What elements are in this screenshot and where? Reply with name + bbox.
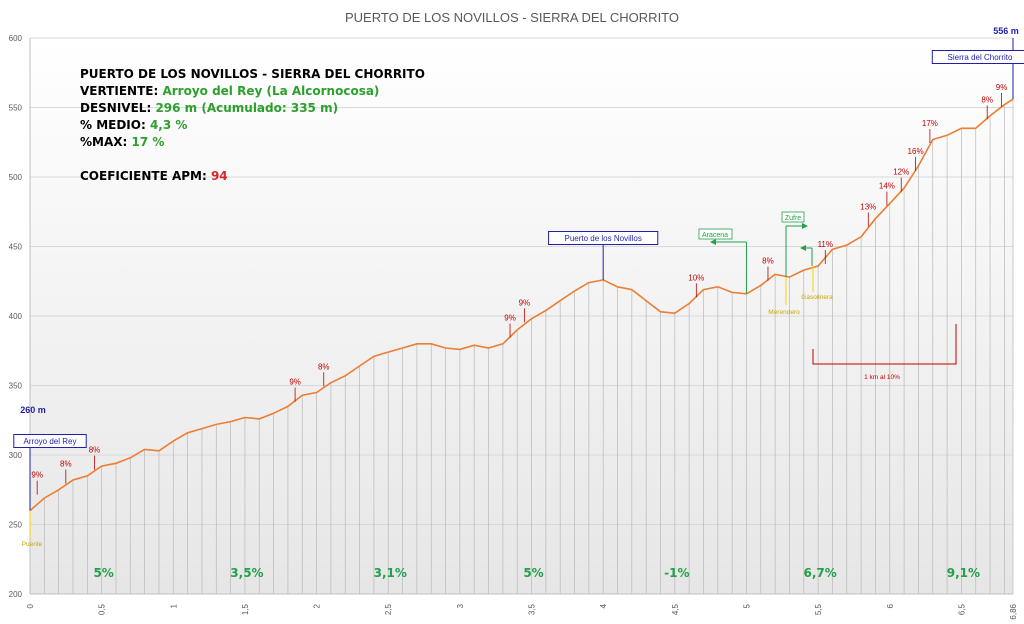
profile-layer: [29, 98, 1014, 512]
x-tick-label: 5,5: [814, 603, 823, 615]
aracena-arrowhead: [710, 239, 716, 245]
segment-grade: -1%: [664, 566, 689, 580]
y-tick-label: 500: [9, 173, 23, 182]
grade-label: 8%: [89, 446, 101, 455]
km-note: 1 km al 10%: [864, 374, 900, 381]
end-name: Sierra del Chorrito: [948, 53, 1013, 62]
grade-label: 8%: [318, 362, 330, 371]
segment-grades: 5% 3,5% 3,1% 5% -1% 6,7% 9,1%: [93, 566, 980, 580]
grade-label: 13%: [860, 202, 876, 211]
segment-grade: 5%: [523, 566, 543, 580]
info-box: PUERTO DE LOS NOVILLOS - SIERRA DEL CHOR…: [80, 66, 425, 185]
zufre-arrowhead: [802, 223, 808, 229]
y-tick-label: 450: [9, 243, 23, 252]
max-label: %MAX:: [80, 135, 128, 149]
grade-label: 8%: [762, 257, 774, 266]
x-tick-label: 2: [313, 603, 322, 608]
x-tick-label: 1: [169, 603, 178, 608]
axes: 200 250 300 350 400 450 500 550 600 0 0,5 1 1,5 2 2,5 3…: [9, 34, 1018, 620]
y-tick-label: 300: [9, 451, 23, 460]
x-tick-label: 0,5: [98, 603, 107, 615]
grade-label: 9%: [504, 314, 516, 323]
y-tick-label: 400: [9, 312, 23, 321]
start-name-box: [13, 434, 87, 448]
chart-title: PUERTO DE LOS NOVILLOS - SIERRA DEL CHOR…: [345, 10, 679, 25]
zufre-label: Zufre: [785, 215, 801, 222]
end-altitude: 556 m: [993, 26, 1019, 36]
x-tick-label: 3: [456, 603, 465, 608]
desnivel-value: 296 m (Acumulado: 335 m): [155, 101, 339, 115]
end-name-box: [931, 50, 1024, 64]
start-altitude: 260 m: [20, 405, 46, 415]
merendero-label: Merendero: [768, 309, 800, 316]
apm-value: 94: [210, 169, 228, 183]
puente-label: Puente: [22, 541, 43, 548]
grade-label: 12%: [893, 168, 909, 177]
km-bracket: [812, 324, 957, 365]
x-tick-label: 4,5: [671, 603, 680, 615]
y-tick-label: 550: [9, 104, 23, 113]
medio-value: 4,3 %: [149, 118, 188, 132]
grade-label: 9%: [289, 378, 301, 387]
info-title: PUERTO DE LOS NOVILLOS - SIERRA DEL CHOR…: [80, 67, 425, 81]
grade-label: 16%: [908, 147, 924, 156]
segment-grade: 9,1%: [947, 566, 980, 580]
segment-grade: 3,5%: [230, 566, 263, 580]
grade-label: 11%: [818, 240, 833, 249]
x-tick-label: 1,5: [241, 603, 250, 615]
grade-label: 17%: [922, 119, 938, 128]
y-tick-label: 250: [9, 521, 23, 530]
elevation-line: [29, 98, 1014, 512]
x-tick-label: 6,86: [1009, 603, 1018, 619]
summit-name: Puerto de los Novillos: [564, 234, 641, 243]
max-value: 17 %: [131, 135, 165, 149]
grade-label: 9%: [519, 298, 531, 307]
grade-label: 14%: [879, 182, 895, 191]
grade-label: 9%: [31, 471, 43, 480]
annotations: 260 m Arroyo del Rey 556 m Sierra del Chorr…: [13, 26, 1024, 548]
x-tick-label: 6,5: [957, 603, 966, 615]
y-tick-label: 350: [9, 382, 23, 391]
segment-grade: 3,1%: [374, 566, 407, 580]
vertiente-label: VERTIENTE:: [80, 84, 159, 98]
grade-label: 8%: [981, 95, 993, 104]
apm-label: COEFICIENTE APM:: [80, 169, 207, 183]
x-tick-label: 2,5: [384, 603, 393, 615]
grade-label: 9%: [996, 83, 1008, 92]
segment-grade: 5%: [93, 566, 113, 580]
x-tick-label: 4: [599, 603, 608, 608]
x-tick-label: 3,5: [528, 603, 537, 615]
grade-labels: 9%8%8%9%8%9%9%10%8%11%13%14%12%16%17%8%9…: [31, 83, 1007, 495]
aracena-label: Aracena: [702, 232, 728, 239]
grade-label: 8%: [60, 460, 72, 469]
zufre-box: [781, 211, 805, 223]
segment-grade: 6,7%: [803, 566, 836, 580]
gasolinera-arrowhead: [800, 245, 806, 251]
vertiente-value: Arroyo del Rey (La Alcornocosa): [162, 84, 380, 98]
aracena-box: [698, 228, 733, 240]
desnivel-label: DESNIVEL:: [80, 101, 152, 115]
y-tick-label: 200: [9, 590, 23, 599]
grade-label: 10%: [688, 273, 704, 282]
start-name: Arroyo del Rey: [24, 437, 77, 446]
gasolinera-label: Gasolinera: [801, 294, 833, 301]
y-tick-label: 600: [9, 34, 23, 43]
summit-name-box: [548, 231, 659, 245]
x-tick-label: 6: [886, 603, 895, 608]
medio-label: % MEDIO:: [80, 118, 146, 132]
x-tick-label: 5: [742, 603, 751, 608]
x-tick-label: 0: [26, 603, 35, 608]
